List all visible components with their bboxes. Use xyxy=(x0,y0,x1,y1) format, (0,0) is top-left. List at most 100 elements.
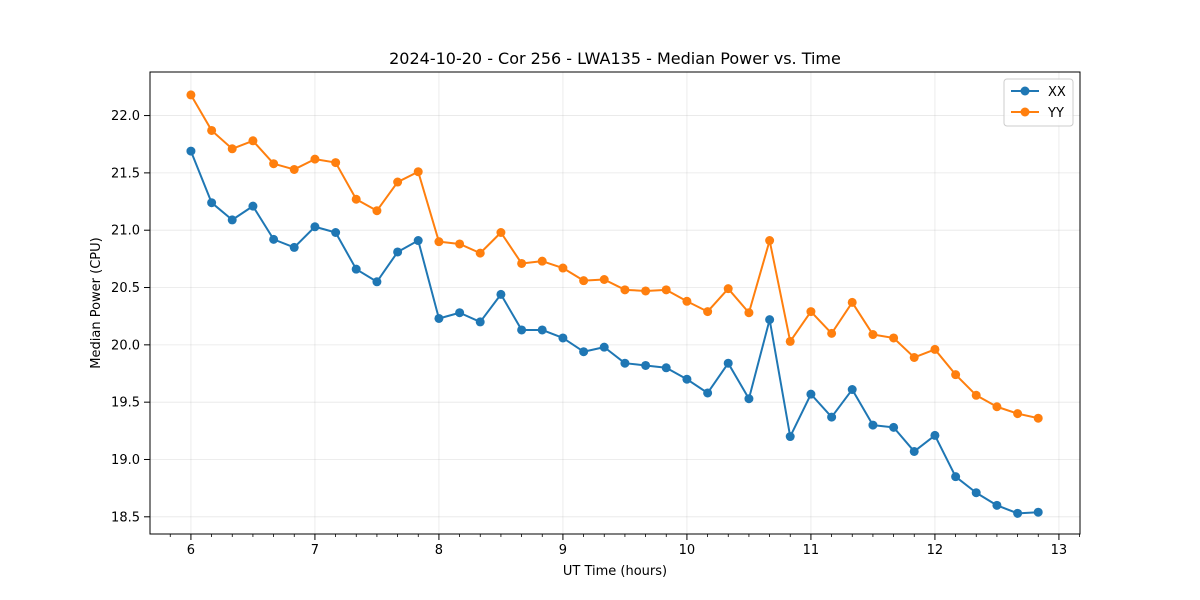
data-point-xx xyxy=(227,215,237,225)
data-point-yy xyxy=(269,159,279,169)
y-tick-label: 21.0 xyxy=(111,224,140,239)
data-point-yy xyxy=(475,248,485,258)
data-point-yy xyxy=(537,256,547,266)
data-point-yy xyxy=(434,237,444,247)
data-point-yy xyxy=(331,158,341,168)
y-tick-label: 20.0 xyxy=(111,338,140,353)
data-point-xx xyxy=(889,422,899,432)
data-point-yy xyxy=(599,275,609,284)
data-point-xx xyxy=(372,277,382,287)
x-tick-label: 13 xyxy=(1051,543,1068,558)
data-point-xx xyxy=(765,315,775,325)
data-point-xx xyxy=(1033,507,1043,517)
axes: 6 7 8 9 10 11 12 13 18.5 19.0 19.5 20.0 20.5 21.0 21.5… xyxy=(111,109,1080,558)
data-point-xx xyxy=(1013,508,1023,518)
data-point-yy xyxy=(413,167,423,177)
plot-frame xyxy=(149,71,1081,535)
data-point-xx xyxy=(971,488,981,498)
legend-label-xx: XX xyxy=(1048,85,1066,100)
series-layer xyxy=(186,90,1043,518)
data-point-xx xyxy=(909,446,919,456)
data-point-xx xyxy=(517,325,527,335)
data-point-yy xyxy=(847,297,857,307)
data-point-xx xyxy=(289,242,299,252)
data-point-xx xyxy=(661,363,671,373)
y-tick-label: 19.0 xyxy=(111,453,140,468)
data-point-xx xyxy=(434,313,444,323)
data-point-xx xyxy=(744,394,754,404)
data-point-xx xyxy=(496,289,506,299)
data-point-xx xyxy=(558,333,568,343)
data-point-yy xyxy=(682,296,692,306)
data-point-xx xyxy=(827,412,837,422)
y-tick-label: 19.5 xyxy=(111,396,140,411)
data-point-xx xyxy=(248,201,258,211)
data-point-yy xyxy=(310,154,320,164)
data-point-xx xyxy=(682,374,692,384)
data-point-xx xyxy=(579,347,589,357)
x-tick-label: 10 xyxy=(679,543,696,558)
data-point-xx xyxy=(641,360,651,370)
data-point-xx xyxy=(331,228,341,237)
data-point-xx xyxy=(537,325,547,335)
data-point-yy xyxy=(372,206,382,216)
data-point-xx xyxy=(186,146,196,156)
data-point-xx xyxy=(599,342,609,352)
data-point-xx xyxy=(868,420,878,430)
legend-marker-xx xyxy=(1020,86,1030,96)
data-point-xx xyxy=(951,472,961,482)
data-point-xx xyxy=(310,222,320,232)
data-point-yy xyxy=(1033,413,1043,423)
data-point-yy xyxy=(703,307,713,317)
data-point-yy xyxy=(723,284,733,294)
data-point-yy xyxy=(765,236,775,246)
data-point-xx xyxy=(806,389,816,399)
data-point-yy xyxy=(517,258,527,268)
x-axis-label: UT Time (hours) xyxy=(563,564,667,579)
chart-title: 2024-10-20 - Cor 256 - LWA135 - Median P… xyxy=(389,49,841,68)
data-point-yy xyxy=(806,307,816,317)
data-point-yy xyxy=(889,333,899,343)
data-point-yy xyxy=(661,285,671,295)
y-tick-label: 22.0 xyxy=(111,109,140,124)
data-point-yy xyxy=(620,285,630,295)
data-point-yy xyxy=(641,286,651,296)
data-point-xx xyxy=(413,236,423,246)
data-point-yy xyxy=(496,228,506,237)
data-point-yy xyxy=(909,352,919,362)
data-point-yy xyxy=(207,125,217,135)
data-point-yy xyxy=(393,177,403,187)
grid xyxy=(150,72,1080,534)
x-tick-label: 9 xyxy=(559,543,567,558)
x-tick-label: 6 xyxy=(187,543,195,558)
data-point-yy xyxy=(289,164,299,174)
data-point-yy xyxy=(351,194,361,204)
data-point-yy xyxy=(186,90,196,100)
data-point-yy xyxy=(227,144,237,154)
x-tick-label: 8 xyxy=(435,543,443,558)
y-tick-label: 21.5 xyxy=(111,166,140,181)
data-point-xx xyxy=(475,317,485,327)
legend-marker-yy xyxy=(1020,107,1030,117)
data-point-yy xyxy=(785,336,795,346)
x-tick-label: 7 xyxy=(311,543,319,558)
data-point-yy xyxy=(827,328,837,338)
data-point-yy xyxy=(930,344,940,354)
data-point-yy xyxy=(1013,409,1023,419)
data-point-yy xyxy=(868,330,878,340)
x-tick-label: 12 xyxy=(927,543,944,558)
data-point-xx xyxy=(703,388,713,398)
data-point-yy xyxy=(248,136,258,146)
data-point-xx xyxy=(723,358,733,368)
data-point-xx xyxy=(207,198,217,208)
data-point-xx xyxy=(393,247,403,257)
data-point-yy xyxy=(744,308,754,318)
data-point-yy xyxy=(971,390,981,400)
legend: XX YY xyxy=(1003,78,1074,127)
y-tick-label: 20.5 xyxy=(111,281,140,296)
x-tick-label: 11 xyxy=(803,543,820,558)
data-point-yy xyxy=(579,276,589,286)
data-point-yy xyxy=(992,402,1002,412)
